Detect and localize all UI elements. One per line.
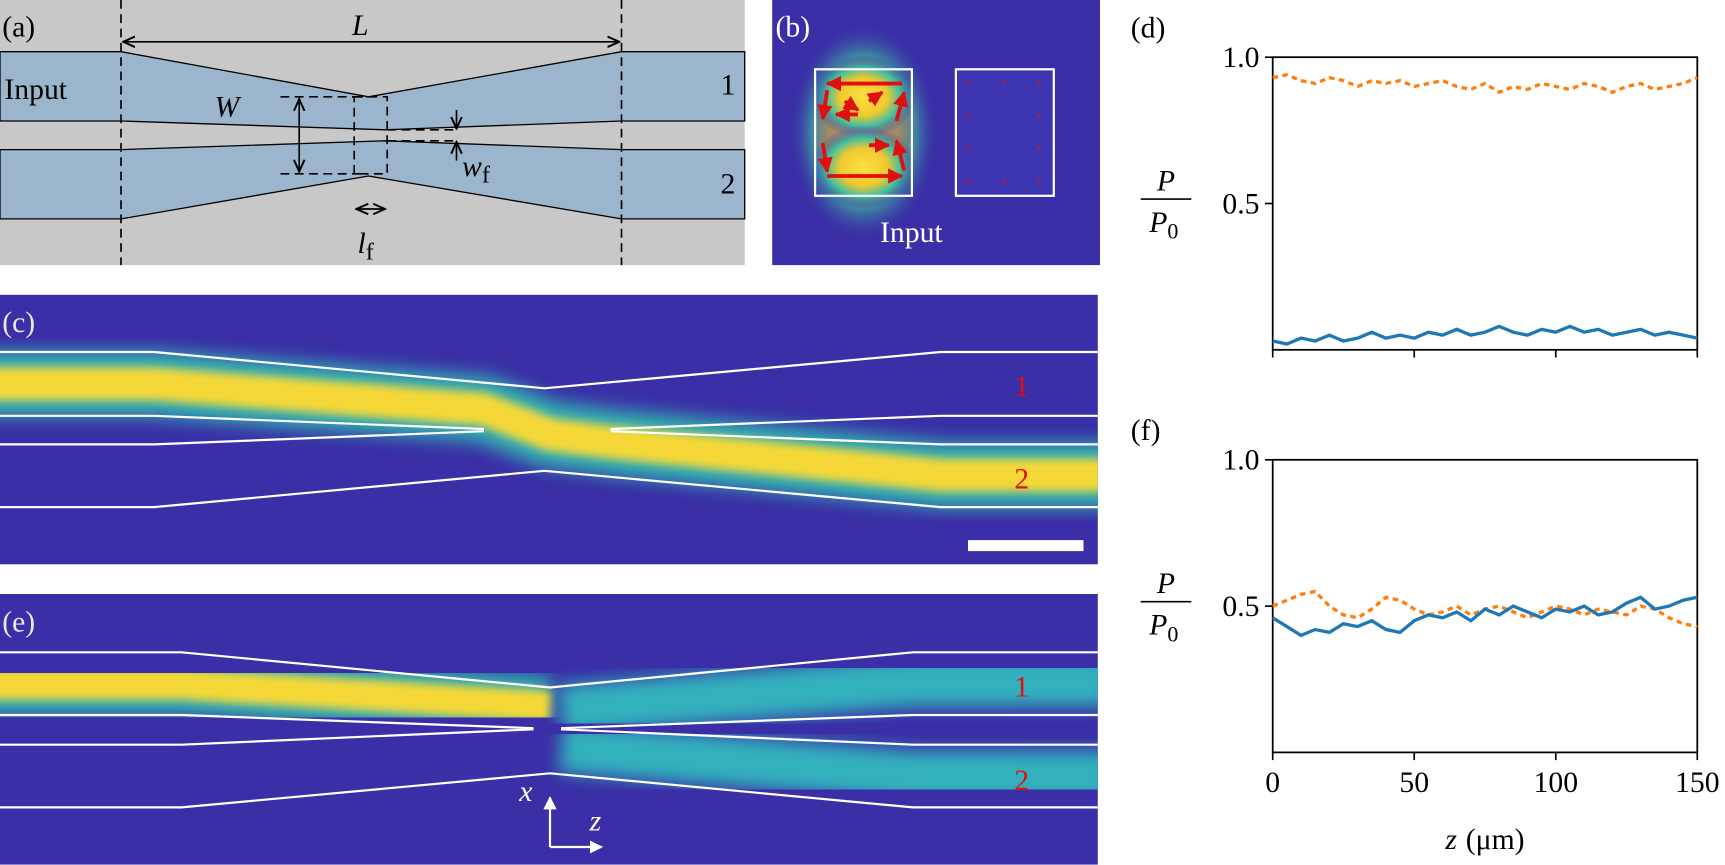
y-label-denominator: P0 bbox=[1148, 207, 1178, 244]
waveguide-1 bbox=[0, 51, 746, 131]
port-label: 2 bbox=[1014, 463, 1029, 495]
panel-a: (a) Input L W lf wf 1 2 bbox=[0, 0, 746, 266]
panel-c: (c) 1 2 bbox=[0, 294, 1098, 565]
waveguide-edge bbox=[560, 713, 1098, 730]
panel-label: (c) bbox=[2, 307, 35, 339]
beam-branch bbox=[559, 723, 1098, 801]
unit: (μm) bbox=[1466, 824, 1525, 856]
plot-frame bbox=[1271, 458, 1699, 754]
waveguide-edge bbox=[610, 430, 1098, 446]
x-tick-label: 150 bbox=[1675, 767, 1720, 799]
plot-frame bbox=[1271, 56, 1699, 351]
y-label-numerator: P bbox=[1156, 568, 1175, 600]
x-tick-label: 100 bbox=[1534, 767, 1579, 799]
fin-width-label: wf bbox=[462, 151, 491, 189]
panel-label: (b) bbox=[776, 11, 811, 43]
panel-label: (a) bbox=[2, 11, 35, 43]
panel-e: (e) x z 1 2 bbox=[0, 594, 1098, 865]
output-port bbox=[954, 68, 1055, 197]
waveguide-edge bbox=[0, 772, 1098, 809]
data-line bbox=[1272, 324, 1698, 346]
length-label: L bbox=[351, 10, 369, 42]
port-label: 2 bbox=[1014, 765, 1029, 797]
input-label: Input bbox=[880, 217, 943, 249]
input-label: Input bbox=[4, 74, 67, 106]
symbol: l bbox=[358, 228, 366, 260]
symbol: P bbox=[1148, 207, 1167, 239]
y-tick-label: 0.5 bbox=[1222, 591, 1259, 623]
panel-label: (d) bbox=[1131, 12, 1166, 44]
axis-indicator bbox=[543, 796, 604, 854]
field-map bbox=[0, 350, 1098, 509]
waveguide-edge bbox=[0, 469, 1098, 509]
y-tick-label: 1.0 bbox=[1222, 42, 1259, 74]
subscript: f bbox=[366, 239, 375, 266]
beam-core bbox=[0, 668, 551, 722]
port-label: 1 bbox=[721, 70, 736, 102]
subscript: 0 bbox=[1167, 219, 1178, 244]
waveguide-edge bbox=[0, 350, 1098, 390]
x-label: z (μm) bbox=[1444, 824, 1524, 856]
waveguide-edge bbox=[0, 414, 485, 431]
y-label-denominator: P0 bbox=[1148, 610, 1178, 647]
waveguide-edge bbox=[560, 728, 1098, 746]
dimension-arrows bbox=[123, 42, 619, 209]
symbol: P bbox=[1148, 610, 1167, 642]
waveguide-edge bbox=[0, 728, 534, 746]
field-dots bbox=[966, 81, 1041, 183]
dimension-guides bbox=[120, 0, 623, 266]
axis-label: z bbox=[589, 806, 602, 838]
background bbox=[0, 0, 745, 266]
input-port bbox=[814, 68, 914, 197]
width-label: W bbox=[215, 92, 242, 124]
beam-branch bbox=[559, 657, 1098, 735]
x-tick-label: 0 bbox=[1265, 767, 1280, 799]
port-label: 2 bbox=[721, 169, 736, 201]
waveguide-edge bbox=[610, 414, 1098, 431]
panel-b: (b) Input bbox=[772, 0, 1100, 266]
port-label: 1 bbox=[1014, 671, 1029, 703]
panel-label: (e) bbox=[2, 606, 35, 638]
beam-core bbox=[0, 367, 1098, 492]
port-label: 1 bbox=[1014, 371, 1029, 403]
field-arrows bbox=[817, 75, 909, 184]
waveguide-edge bbox=[0, 713, 534, 730]
y-tick-label: 0.5 bbox=[1222, 188, 1259, 220]
data-line bbox=[1272, 73, 1698, 95]
symbol: z bbox=[1444, 824, 1457, 856]
fin-length-label: lf bbox=[358, 228, 375, 266]
field-map bbox=[0, 653, 1098, 801]
y-label-numerator: P bbox=[1156, 165, 1175, 197]
subscript: 0 bbox=[1167, 621, 1178, 646]
x-tick-label: 50 bbox=[1399, 767, 1429, 799]
data-line bbox=[1271, 595, 1698, 638]
symbol: w bbox=[462, 151, 482, 183]
subscript: f bbox=[482, 162, 491, 189]
scale-bar bbox=[968, 540, 1084, 552]
chart: 0.51.0(d)PP0 bbox=[1131, 12, 1699, 358]
waveguide-edge bbox=[0, 430, 485, 446]
waveguide-edge bbox=[0, 651, 1098, 689]
panel-label: (f) bbox=[1131, 415, 1161, 447]
y-tick-label: 1.0 bbox=[1222, 445, 1259, 477]
axis-label: x bbox=[518, 776, 532, 808]
